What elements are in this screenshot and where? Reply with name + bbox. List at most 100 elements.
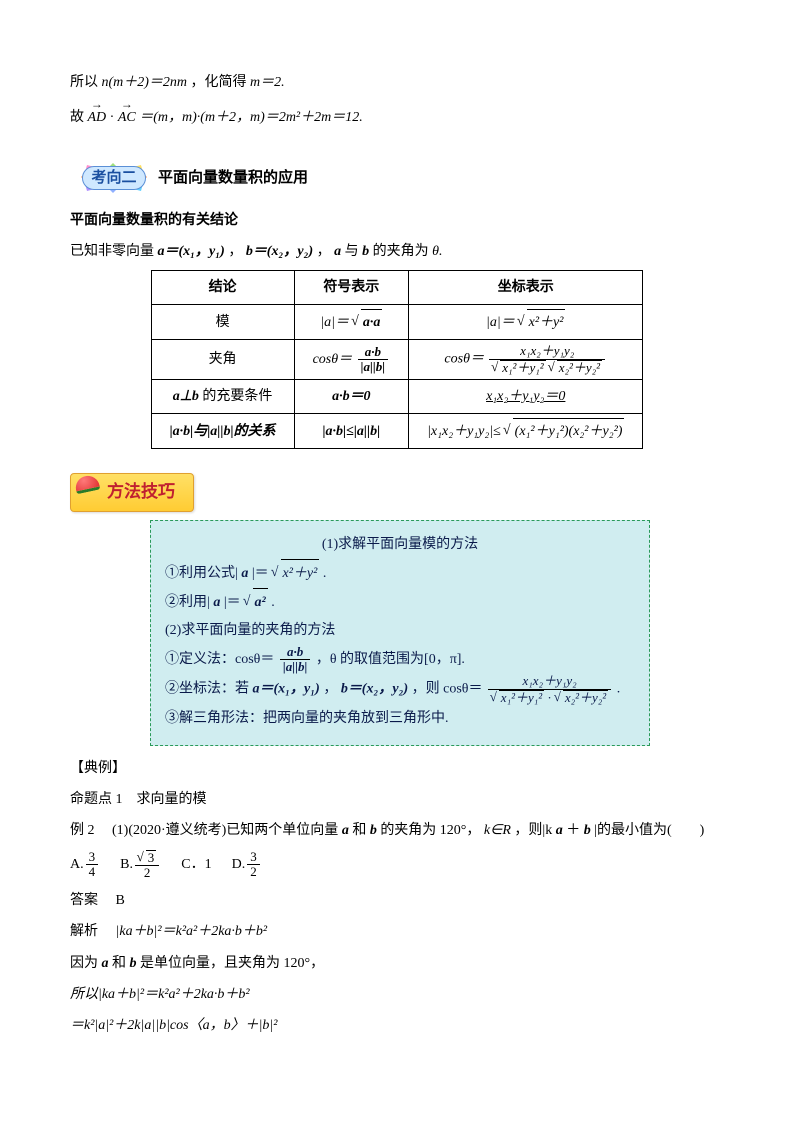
math: |a|＝	[320, 315, 349, 330]
math: θ.	[432, 244, 442, 259]
example-point: 命题点 1 求向量的模	[70, 787, 724, 812]
text: 的夹角为	[373, 244, 433, 259]
math: x₁x₂＋y₁y₂＝0	[486, 389, 565, 404]
math: b	[370, 823, 377, 838]
fraction: x₁x₂＋y₁y₂ x₁²＋y₁² · x₂²＋y₂²	[488, 674, 611, 705]
text: 是单位向量，且夹角为 120°，	[140, 956, 324, 971]
text: ，化简得	[191, 75, 251, 90]
text: 已知非零向量	[70, 244, 158, 259]
sqrt: x²＋y²	[272, 559, 319, 588]
sqrt: 3	[138, 850, 156, 865]
text: |＝	[252, 566, 269, 581]
text: .	[323, 566, 327, 581]
numerator: x₁x₂＋y₁y₂	[488, 674, 611, 689]
text: .	[271, 595, 275, 610]
math: k∈R	[484, 823, 511, 838]
td: |a·b|≤|a||b|	[294, 414, 409, 449]
text: ，	[323, 682, 337, 697]
math: a	[213, 595, 220, 610]
sqrt: x₁²＋y₁²	[491, 690, 544, 705]
tip-line: ①定义法：cosθ＝ a·b |a||b| ，θ 的取值范围为[0，π].	[165, 645, 635, 675]
numerator: 3	[86, 850, 99, 865]
text: |的最小值为( )	[594, 823, 704, 838]
td: cosθ＝ a·b |a||b|	[294, 340, 409, 380]
th: 结论	[151, 270, 294, 304]
sqrt: x₁²＋y₁²	[492, 360, 545, 375]
text: 的充要条件	[202, 389, 272, 404]
text: ，则 cosθ＝	[412, 682, 483, 697]
numerator: x₁x₂＋y₁y₂	[489, 344, 605, 359]
numerator: a·b	[280, 645, 310, 660]
tip-line: ②坐标法：若 a＝(x₁，y₁) ， b＝(x₂，y₂) ，则 cosθ＝ x₁…	[165, 674, 635, 705]
tip-line: ②利用| a |＝ a² .	[165, 588, 635, 617]
fraction: x₁x₂＋y₁y₂ x₁²＋y₁² x₂²＋y₂²	[489, 344, 605, 375]
choice-b: B. 3 2	[120, 850, 161, 881]
section-subtitle: 平面向量数量积的有关结论	[70, 208, 724, 233]
radicand: (x₁²＋y₁²)(x₂²＋y₂²)	[513, 418, 625, 444]
text: ②坐标法：若	[165, 682, 253, 697]
fraction: 3 4	[86, 850, 99, 880]
math: a	[342, 823, 349, 838]
radicand: a²	[253, 588, 268, 617]
numerator: a·b	[358, 345, 388, 360]
solution-line: 解析 |ka＋b|²＝k²a²＋2ka·b＋b²	[70, 919, 724, 944]
math: |x₁x₂＋y₁y₂|≤	[427, 424, 501, 439]
solution-line: 所以|ka＋b|²＝k²a²＋2ka·b＋b²	[70, 982, 724, 1007]
numerator: 3	[247, 850, 260, 865]
math: a	[334, 244, 341, 259]
math: a·b＝0	[332, 389, 371, 404]
sqrt: a²	[244, 588, 268, 617]
label: A.	[70, 852, 84, 877]
burst-icon: 考向二	[70, 158, 158, 198]
math: cosθ＝	[313, 352, 353, 367]
table-row: a⊥b 的充要条件 a·b＝0 x₁x₂＋y₁y₂＝0	[151, 379, 643, 413]
sqrt: (x₁²＋y₁²)(x₂²＋y₂²)	[504, 418, 624, 444]
math: |a·b|与|a||b|的关系	[170, 424, 276, 439]
choice-row: A. 3 4 B. 3 2 C． 1 D. 3 2	[70, 850, 724, 881]
section-title: 平面向量数量积的应用	[158, 165, 308, 192]
radicand: x²＋y²	[281, 559, 320, 588]
math: a	[241, 566, 248, 581]
text: ，则|k	[514, 823, 552, 838]
dot: ·	[110, 110, 115, 125]
denominator: 2	[247, 865, 260, 879]
answer: B	[116, 893, 125, 908]
denominator: 4	[86, 865, 99, 879]
denominator: |a||b|	[358, 360, 388, 374]
text: 因为	[70, 956, 102, 971]
formula-table: 结论 符号表示 坐标表示 模 |a|＝ a·a |a|＝ x²＋y² 夹角 co…	[151, 270, 644, 449]
text: ①利用公式|	[165, 566, 238, 581]
radicand: x²＋y²	[527, 309, 566, 335]
sqrt: a·a	[352, 309, 382, 335]
numerator: 3	[135, 850, 159, 866]
denominator: x₁²＋y₁² x₂²＋y₂²	[489, 360, 605, 375]
radicand: x₁²＋y₁²	[500, 360, 545, 375]
td: 模	[151, 305, 294, 340]
fraction: 3 2	[135, 850, 159, 881]
denominator: 2	[135, 866, 159, 880]
text: ①定义法：cosθ＝	[165, 652, 274, 667]
td: |x₁x₂＋y₁y₂|≤ (x₁²＋y₁²)(x₂²＋y₂²)	[409, 414, 643, 449]
text: ，	[228, 244, 242, 259]
sqrt: x²＋y²	[518, 309, 565, 335]
math: b＝(x₂，y₂)	[246, 244, 313, 259]
label: 解析	[70, 924, 112, 939]
text: ＋	[566, 823, 580, 838]
denominator: x₁²＋y₁² · x₂²＋y₂²	[488, 690, 611, 705]
tip-line: ③解三角形法：把两向量的夹角放到三角形中.	[165, 705, 635, 733]
td: x₁x₂＋y₁y₂＝0	[409, 379, 643, 413]
tips-badge: 方法技巧	[70, 473, 194, 512]
td: a⊥b 的充要条件	[151, 379, 294, 413]
text: 的夹角为 120°，	[380, 823, 480, 838]
table-row: 夹角 cosθ＝ a·b |a||b| cosθ＝ x₁x₂＋y₁y₂ x₁²＋…	[151, 340, 643, 380]
text: 所以	[70, 75, 102, 90]
th: 符号表示	[294, 270, 409, 304]
tip-line: (2)求平面向量的夹角的方法	[165, 617, 635, 645]
sqrt: x₂²＋y₂²	[549, 360, 602, 375]
td: |a·b|与|a||b|的关系	[151, 414, 294, 449]
math: cosθ＝	[444, 352, 484, 367]
fraction: a·b |a||b|	[358, 345, 388, 375]
td: |a|＝ a·a	[294, 305, 409, 340]
text: 故	[70, 110, 84, 125]
example-heading: 【典例】	[70, 756, 724, 781]
